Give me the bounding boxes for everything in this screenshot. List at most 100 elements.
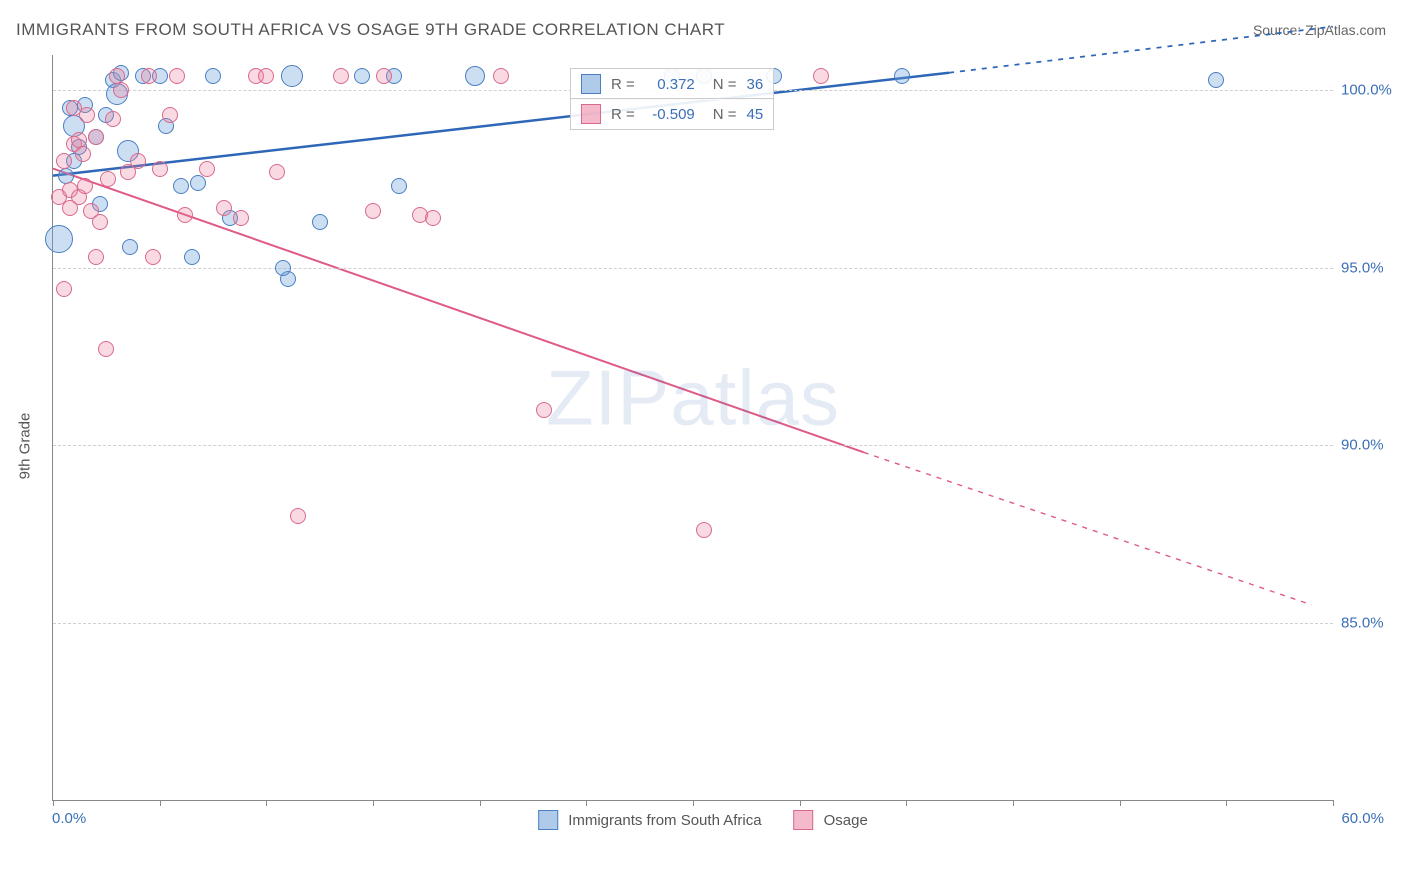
data-point-osage xyxy=(88,249,104,265)
data-point-sa xyxy=(122,239,138,255)
data-point-osage xyxy=(536,402,552,418)
data-point-osage xyxy=(56,153,72,169)
data-point-sa xyxy=(275,260,291,276)
watermark: ZIPatlas xyxy=(546,352,840,443)
source-name: ZipAtlas.com xyxy=(1305,22,1386,38)
r-value-osage: -0.509 xyxy=(645,106,695,123)
r-value-sa: 0.372 xyxy=(645,76,695,93)
y-tick-label: 95.0% xyxy=(1341,259,1401,276)
data-point-osage xyxy=(216,200,232,216)
data-point-sa xyxy=(173,178,189,194)
data-point-osage xyxy=(113,82,129,98)
x-tick xyxy=(693,800,694,806)
data-point-osage xyxy=(56,281,72,297)
data-point-sa xyxy=(205,68,221,84)
data-point-osage xyxy=(365,203,381,219)
data-point-osage xyxy=(105,111,121,127)
data-point-osage xyxy=(199,161,215,177)
data-point-osage xyxy=(290,508,306,524)
data-point-osage xyxy=(141,68,157,84)
data-point-osage xyxy=(813,68,829,84)
data-point-sa xyxy=(312,214,328,230)
x-tick xyxy=(906,800,907,806)
gridline-h xyxy=(53,445,1333,446)
data-point-osage xyxy=(145,249,161,265)
data-point-osage xyxy=(376,68,392,84)
data-point-sa xyxy=(894,68,910,84)
data-point-osage xyxy=(425,210,441,226)
x-tick xyxy=(373,800,374,806)
data-point-osage xyxy=(100,171,116,187)
x-axis-max-label: 60.0% xyxy=(1341,810,1384,827)
stat-legend-osage: R = -0.509 N = 45 xyxy=(570,98,774,130)
x-tick xyxy=(800,800,801,806)
source-attribution: Source: ZipAtlas.com xyxy=(1253,22,1386,38)
data-point-osage xyxy=(98,341,114,357)
x-tick xyxy=(1333,800,1334,806)
n-value-sa: 36 xyxy=(747,76,764,93)
x-tick xyxy=(160,800,161,806)
data-point-osage xyxy=(333,68,349,84)
x-axis-min-label: 0.0% xyxy=(52,810,86,827)
stat-swatch-sa xyxy=(581,74,601,94)
stat-legend-sa: R = 0.372 N = 36 xyxy=(570,68,774,100)
y-axis-title: 9th Grade xyxy=(17,413,34,480)
gridline-h xyxy=(53,623,1333,624)
n-value-osage: 45 xyxy=(747,106,764,123)
x-tick xyxy=(586,800,587,806)
legend-swatch-sa xyxy=(538,810,558,830)
x-tick xyxy=(266,800,267,806)
legend-label-osage: Osage xyxy=(824,812,868,829)
data-point-osage xyxy=(152,161,168,177)
chart-title: IMMIGRANTS FROM SOUTH AFRICA VS OSAGE 9T… xyxy=(16,20,725,40)
x-tick xyxy=(480,800,481,806)
data-point-osage xyxy=(258,68,274,84)
gridline-h xyxy=(53,268,1333,269)
data-point-osage xyxy=(169,68,185,84)
data-point-sa xyxy=(354,68,370,84)
legend-label-sa: Immigrants from South Africa xyxy=(568,812,761,829)
r-label: R = xyxy=(611,106,635,123)
data-point-sa xyxy=(465,66,485,86)
data-point-osage xyxy=(233,210,249,226)
n-label: N = xyxy=(713,106,737,123)
x-tick xyxy=(1120,800,1121,806)
stat-swatch-osage xyxy=(581,104,601,124)
x-tick xyxy=(1013,800,1014,806)
data-point-sa xyxy=(45,225,73,253)
data-point-sa xyxy=(391,178,407,194)
data-point-osage xyxy=(269,164,285,180)
y-tick-label: 90.0% xyxy=(1341,437,1401,454)
data-point-osage xyxy=(696,522,712,538)
data-point-sa xyxy=(1208,72,1224,88)
data-point-osage xyxy=(79,107,95,123)
data-point-osage xyxy=(77,178,93,194)
y-tick-label: 100.0% xyxy=(1341,82,1401,99)
x-tick xyxy=(1226,800,1227,806)
data-point-osage xyxy=(92,214,108,230)
trend-line-osage xyxy=(53,169,864,453)
trend-lines-layer xyxy=(53,55,1333,800)
chart-container: IMMIGRANTS FROM SOUTH AFRICA VS OSAGE 9T… xyxy=(0,0,1406,892)
x-tick xyxy=(53,800,54,806)
trend-line-dash-osage xyxy=(864,452,1312,605)
plot-area: ZIPatlas 85.0%90.0%95.0%100.0% xyxy=(52,55,1333,801)
data-point-sa xyxy=(184,249,200,265)
r-label: R = xyxy=(611,76,635,93)
data-point-osage xyxy=(130,153,146,169)
n-label: N = xyxy=(713,76,737,93)
data-point-osage xyxy=(162,107,178,123)
data-point-osage xyxy=(75,146,91,162)
bottom-legend: Immigrants from South Africa Osage xyxy=(538,810,868,830)
data-point-sa xyxy=(281,65,303,87)
watermark-thin: atlas xyxy=(670,353,840,441)
source-label: Source: xyxy=(1253,22,1301,38)
legend-swatch-osage xyxy=(794,810,814,830)
data-point-osage xyxy=(493,68,509,84)
data-point-osage xyxy=(88,129,104,145)
trend-line-sa xyxy=(53,73,949,176)
data-point-sa xyxy=(190,175,206,191)
watermark-bold: ZIP xyxy=(546,353,670,441)
y-tick-label: 85.0% xyxy=(1341,614,1401,631)
data-point-osage xyxy=(177,207,193,223)
